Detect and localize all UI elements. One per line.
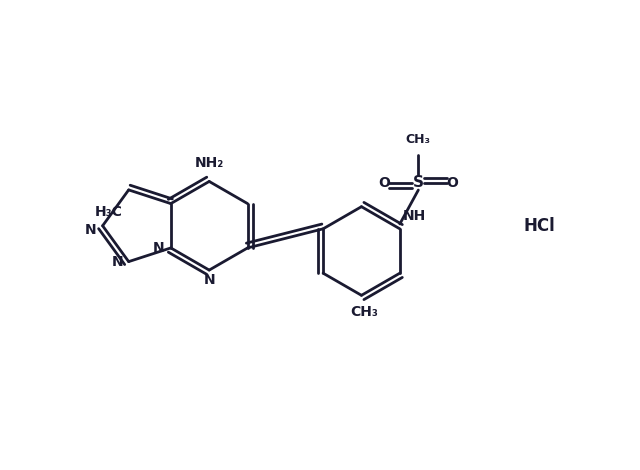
Text: N: N <box>204 273 215 287</box>
Text: N: N <box>153 241 164 255</box>
Text: HCl: HCl <box>523 217 555 235</box>
Text: NH₂: NH₂ <box>195 157 224 170</box>
Text: NH: NH <box>403 209 426 223</box>
Text: H₃C: H₃C <box>95 205 122 219</box>
Text: N: N <box>112 255 124 269</box>
Text: O: O <box>378 176 390 190</box>
Text: N: N <box>85 223 97 237</box>
Text: O: O <box>446 176 458 190</box>
Text: CH₃: CH₃ <box>406 133 431 146</box>
Text: S: S <box>413 175 424 190</box>
Text: CH₃: CH₃ <box>351 305 378 319</box>
